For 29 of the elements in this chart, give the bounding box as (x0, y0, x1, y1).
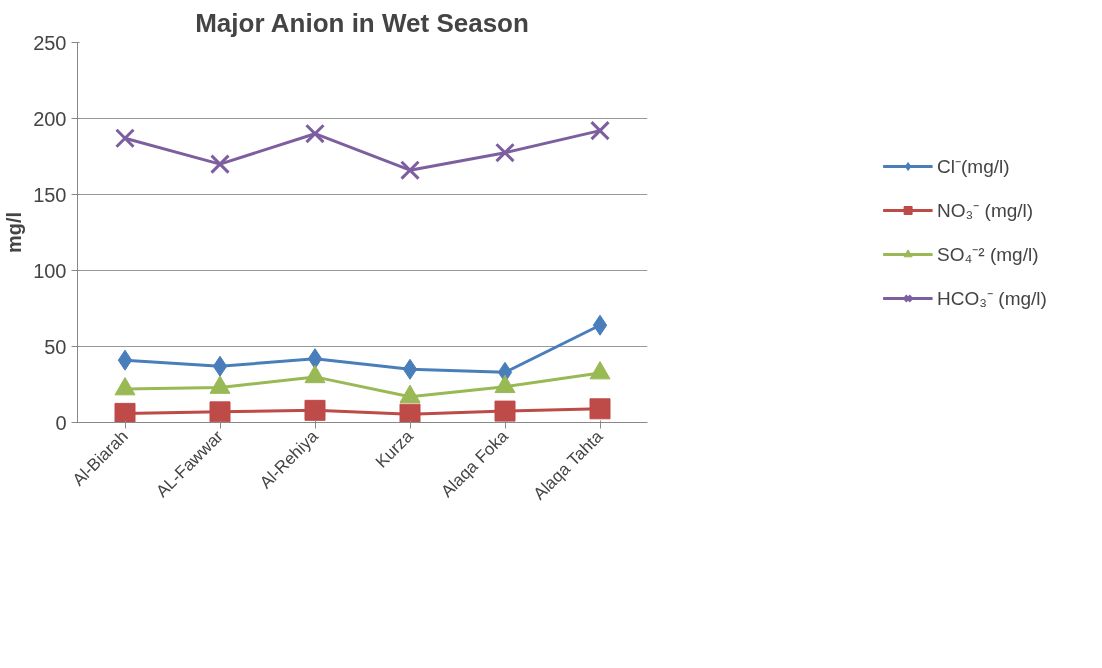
point (115, 128, 135, 149)
point (209, 401, 231, 423)
chart-title: Major Anion in Wet Season (195, 7, 529, 38)
legend-label: NO₃⁻ (mg/l) (937, 199, 1034, 223)
point (494, 400, 516, 422)
point (212, 355, 228, 377)
point (307, 348, 323, 370)
point (117, 349, 133, 371)
legend-label: SO₄⁻² (mg/l) (937, 243, 1039, 267)
point (304, 399, 326, 421)
point (592, 314, 608, 336)
point (114, 402, 136, 423)
point (399, 403, 421, 423)
legend-label: HCO₃⁻ (mg/l) (937, 287, 1047, 311)
y-tick-label: 50 (44, 335, 67, 358)
legend-label: Cl⁻(mg/l) (937, 155, 1010, 179)
y-axis-title: mg/l (3, 211, 26, 254)
point (589, 398, 611, 420)
y-tick-label: 200 (33, 107, 67, 130)
point (590, 120, 610, 141)
point (210, 154, 230, 175)
y-tick-label: 100 (33, 259, 67, 282)
point (305, 123, 325, 144)
y-tick-label: 0 (55, 411, 67, 434)
point (402, 358, 418, 380)
y-tick-label: 250 (33, 31, 67, 54)
point (495, 142, 515, 163)
y-tick-label: 150 (33, 183, 67, 206)
point (400, 160, 420, 181)
